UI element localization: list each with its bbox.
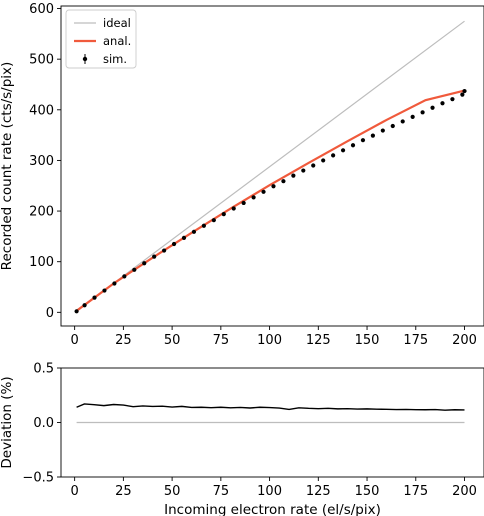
- x-tick-label: 100: [257, 333, 282, 348]
- sim-point: [450, 97, 455, 102]
- sim-point: [92, 295, 97, 300]
- x-tick-label: 0: [71, 484, 79, 499]
- y-tick-label: 0: [46, 306, 54, 321]
- sim-point: [460, 92, 465, 97]
- count-rate-panel: 0 25 50 75 100 125 150 175 200 0 100 200 300 400 500 60…: [0, 2, 484, 348]
- x-tick-label: 125: [306, 333, 331, 348]
- y-tick-label: 300: [29, 154, 54, 169]
- x-tick-label: 25: [115, 333, 132, 348]
- series-line-trace-1: [76, 403, 465, 411]
- y-tick-label: 0.0: [33, 416, 54, 431]
- sim-point: [350, 143, 356, 148]
- legend-label: ideal: [103, 16, 131, 30]
- sim-point: [191, 229, 197, 234]
- x-axis-label: Incoming electron rate (el/s/pix): [164, 502, 381, 516]
- sim-point: [241, 200, 246, 206]
- y-tick-label: 200: [29, 205, 54, 220]
- sim-point: [440, 101, 445, 106]
- x-tick-label: 50: [164, 333, 181, 348]
- sim-point: [82, 303, 87, 308]
- sim-point: [112, 281, 117, 286]
- sim-point: [181, 235, 187, 240]
- x-tick-label: 200: [452, 484, 477, 499]
- x-tick-label: 150: [355, 484, 380, 499]
- series-line-ideal: [76, 20, 465, 312]
- x-tick-label: 175: [403, 333, 428, 348]
- sim-point: [251, 195, 256, 200]
- sim-point: [410, 114, 415, 119]
- sim-point: [211, 218, 216, 223]
- legend-label: anal.: [103, 34, 131, 48]
- x-tick-label: 200: [452, 333, 477, 348]
- sim-point: [321, 158, 326, 163]
- x-tick-label: 125: [306, 484, 331, 499]
- sim-point: [221, 212, 226, 217]
- y-tick-label: 500: [29, 53, 54, 68]
- sim-point: [420, 110, 425, 115]
- y-tick-label: 600: [29, 2, 54, 17]
- sim-point: [162, 248, 167, 253]
- plot-frame: [60, 5, 484, 327]
- sim-point: [74, 309, 79, 314]
- sim-point: [271, 184, 276, 189]
- sim-point: [311, 163, 316, 168]
- sim-point: [102, 288, 107, 293]
- sim-point: [430, 105, 435, 110]
- y-axis-label: Deviation (%): [0, 376, 15, 468]
- sim-point: [201, 223, 206, 228]
- legend-label: sim.: [103, 52, 127, 66]
- sim-point: [462, 88, 467, 94]
- sim-point: [390, 123, 395, 129]
- sim-point: [291, 173, 296, 178]
- sim-point: [331, 153, 336, 158]
- x-tick-label: 0: [71, 333, 79, 348]
- sim-point: [261, 189, 266, 194]
- sim-point: [132, 267, 137, 272]
- sim-point: [171, 241, 177, 247]
- deviation-panel: 0 25 50 75 100 125 150 175 200 −0.5 0.0 0.5 Deviatio…: [0, 362, 484, 516]
- y-tick-label: −0.5: [22, 471, 54, 486]
- y-axis-label: Recorded count rate (cts/s/pix): [0, 62, 15, 271]
- x-tick-label: 50: [164, 484, 181, 499]
- sim-point: [281, 179, 286, 184]
- x-tick-label: 150: [355, 333, 380, 348]
- x-tick-label: 75: [213, 333, 230, 348]
- y-tick-label: 100: [29, 255, 54, 270]
- x-tick-label: 75: [213, 484, 230, 499]
- legend-swatch-sim: [82, 56, 88, 62]
- sim-point: [301, 168, 306, 173]
- sim-point: [370, 133, 375, 138]
- sim-point: [122, 274, 127, 279]
- sim-point: [380, 128, 385, 133]
- x-tick-label: 25: [115, 484, 132, 499]
- sim-point: [231, 206, 236, 211]
- y-tick-label: 0.5: [33, 362, 54, 377]
- y-tick-label: 400: [29, 103, 54, 118]
- x-tick-label: 100: [257, 484, 282, 499]
- sim-point: [152, 254, 157, 259]
- sim-point: [400, 119, 405, 124]
- sim-point: [340, 148, 346, 153]
- x-tick-label: 175: [403, 484, 428, 499]
- legend-box: [65, 9, 137, 69]
- sim-point: [142, 261, 147, 266]
- series-line-anal.: [75, 89, 465, 312]
- sim-point: [360, 138, 366, 143]
